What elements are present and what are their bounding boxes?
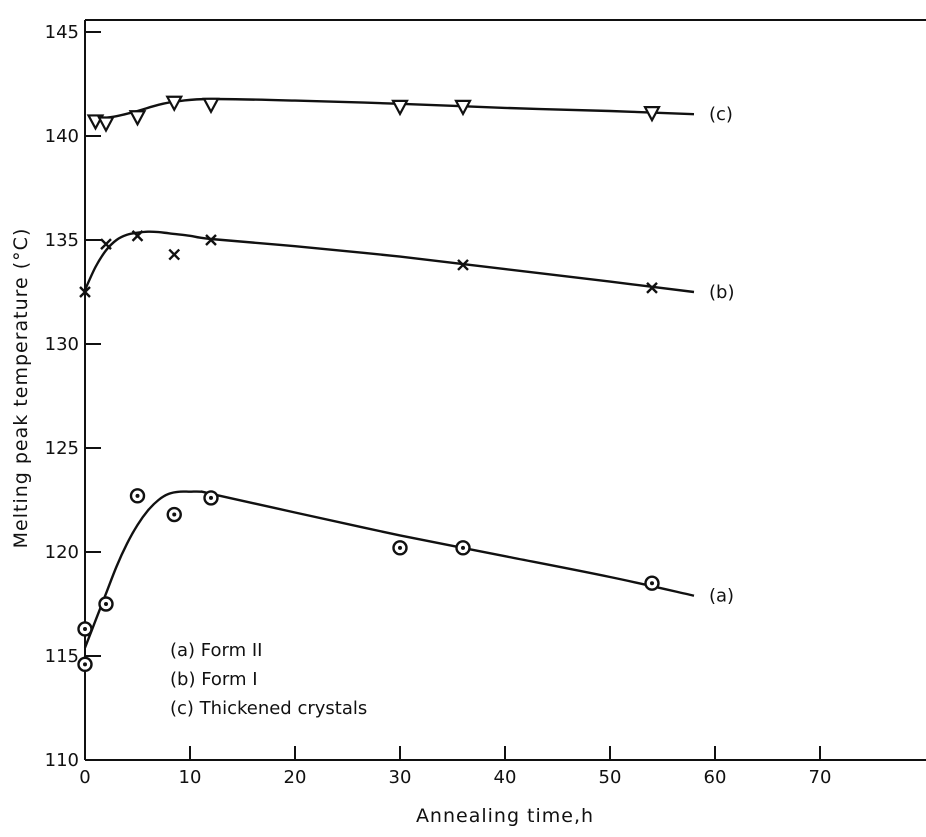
point-cross bbox=[100, 238, 112, 251]
legend-item-b: (b) Form I bbox=[170, 669, 258, 690]
series-a-point bbox=[455, 540, 471, 556]
point-cross bbox=[168, 248, 181, 261]
series-b-point bbox=[457, 259, 469, 271]
x-tick-label: 20 bbox=[284, 767, 307, 788]
series-c-point bbox=[128, 110, 147, 127]
point-triangle bbox=[165, 95, 184, 113]
axes: 0 10 20 30 40 50 60 70 110 115 120 125 130 135 140 145 bbox=[45, 19, 926, 788]
series-c-point bbox=[202, 97, 220, 115]
point-center bbox=[398, 545, 402, 550]
y-tick-label: 115 bbox=[45, 646, 79, 667]
y-tick-label: 110 bbox=[45, 750, 79, 771]
series-a-point bbox=[98, 596, 114, 612]
point-triangle bbox=[643, 106, 661, 123]
series-b-point bbox=[131, 229, 144, 242]
series-b-point bbox=[79, 286, 91, 298]
series-c-point bbox=[643, 106, 661, 123]
series-c-point bbox=[391, 99, 409, 117]
x-tick-label: 60 bbox=[704, 767, 727, 788]
series-labels: (a) (b) (c) bbox=[709, 104, 734, 607]
series-c-label: (c) bbox=[709, 104, 733, 125]
point-cross bbox=[646, 281, 658, 294]
series-b-point bbox=[646, 281, 658, 294]
series-a-point bbox=[77, 621, 93, 637]
series-c-point bbox=[97, 116, 115, 133]
series-a-point bbox=[166, 506, 182, 523]
point-center bbox=[650, 581, 654, 586]
x-tick-label: 10 bbox=[179, 767, 202, 788]
y-tick-label: 120 bbox=[45, 542, 79, 563]
series-a-point bbox=[77, 656, 93, 673]
series-b-point bbox=[100, 238, 112, 251]
x-tick-label: 70 bbox=[809, 767, 832, 788]
point-center bbox=[209, 495, 213, 500]
x-ticks: 0 10 20 30 40 50 60 70 bbox=[79, 746, 831, 788]
x-axis-title: Annealing time,h bbox=[416, 805, 594, 827]
series-b-label: (b) bbox=[709, 282, 734, 303]
series-b-point bbox=[205, 234, 217, 246]
point-center bbox=[83, 662, 87, 667]
point-center bbox=[172, 512, 177, 517]
point-center bbox=[83, 626, 87, 631]
series-c-point bbox=[165, 95, 184, 113]
legend-item-a: (a) Form II bbox=[170, 640, 262, 661]
y-ticks: 110 115 120 125 130 135 140 145 bbox=[45, 22, 101, 771]
series-b-curve bbox=[83, 230, 695, 294]
y-tick-label: 135 bbox=[45, 230, 79, 251]
point-center bbox=[135, 493, 140, 498]
y-tick-label: 145 bbox=[45, 22, 79, 43]
point-cross bbox=[457, 259, 469, 271]
y-tick-label: 140 bbox=[45, 126, 79, 147]
series-a-label: (a) bbox=[709, 586, 734, 607]
series-curves bbox=[83, 97, 695, 649]
point-triangle bbox=[202, 97, 220, 115]
point-center bbox=[461, 545, 465, 550]
point-cross bbox=[131, 229, 144, 242]
point-triangle bbox=[391, 99, 409, 117]
series-c-point bbox=[454, 99, 472, 117]
x-tick-label: 30 bbox=[389, 767, 412, 788]
series-a-point bbox=[392, 540, 408, 556]
y-tick-label: 125 bbox=[45, 438, 79, 459]
x-tick-label: 50 bbox=[599, 767, 622, 788]
point-triangle bbox=[128, 110, 147, 127]
point-triangle bbox=[454, 99, 472, 117]
point-center bbox=[104, 602, 108, 606]
series-a-point bbox=[129, 488, 146, 504]
series-b-point bbox=[168, 248, 181, 261]
y-axis-title: Melting peak temperature (°C) bbox=[10, 228, 32, 549]
point-cross bbox=[79, 286, 91, 298]
series-a-point bbox=[203, 490, 219, 506]
y-tick-label: 130 bbox=[45, 334, 79, 355]
point-cross bbox=[205, 234, 217, 246]
legend-item-c: (c) Thickened crystals bbox=[170, 698, 367, 719]
series-markers bbox=[77, 95, 661, 673]
x-tick-label: 40 bbox=[494, 767, 517, 788]
legend: (a) Form II (b) Form I (c) Thickened cry… bbox=[170, 640, 367, 719]
series-a-point bbox=[644, 575, 660, 591]
point-triangle bbox=[97, 116, 115, 133]
x-tick-label: 0 bbox=[79, 767, 90, 788]
